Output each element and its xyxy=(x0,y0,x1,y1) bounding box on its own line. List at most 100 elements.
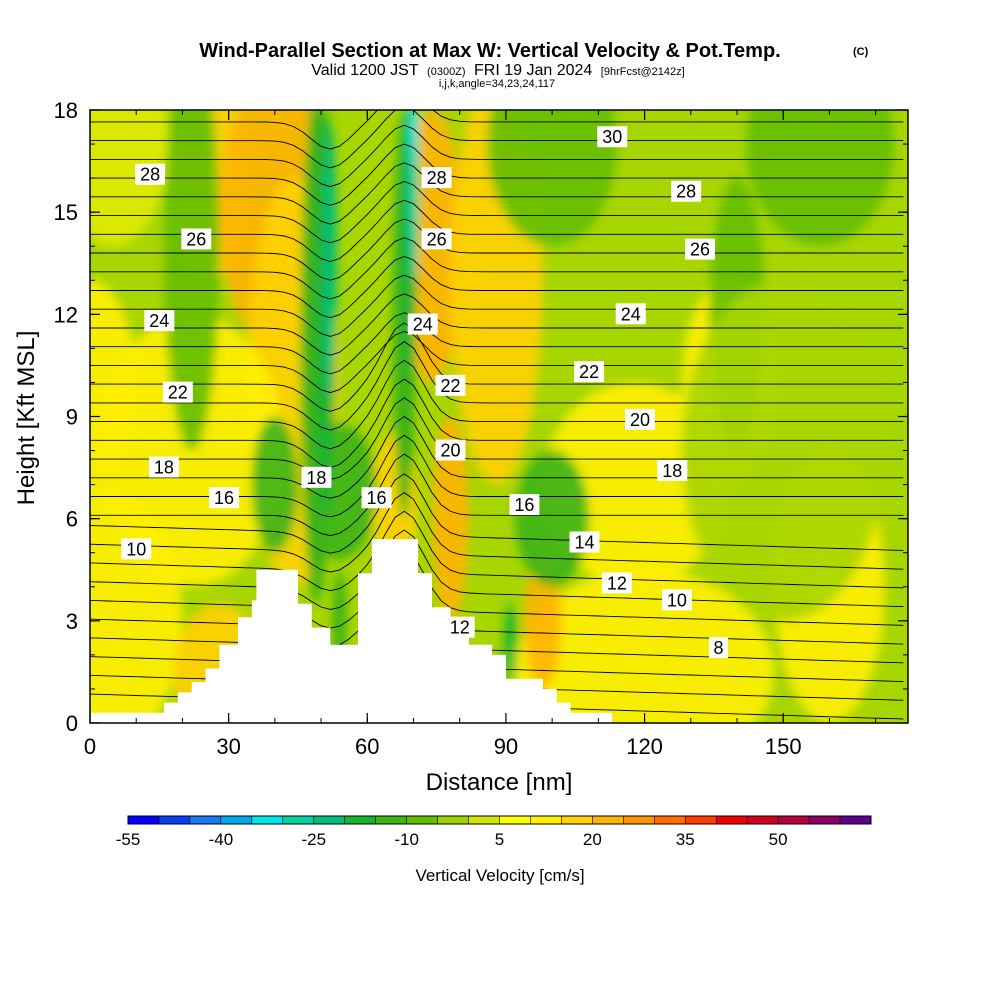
theta-contour xyxy=(90,529,904,610)
theta-contour xyxy=(90,378,904,468)
theta-contour xyxy=(90,585,904,667)
x-tick-label: 60 xyxy=(355,734,379,759)
colorbar-tick-label: 35 xyxy=(676,830,695,849)
y-tick-label: 0 xyxy=(66,711,78,736)
svg-text:28: 28 xyxy=(676,182,696,202)
theta-contour xyxy=(90,359,904,450)
svg-text:16: 16 xyxy=(367,488,387,508)
y-tick-label: 6 xyxy=(66,507,78,532)
svg-text:20: 20 xyxy=(440,441,460,461)
y-tick-label: 3 xyxy=(66,609,78,634)
field-shade xyxy=(515,450,590,587)
terrain xyxy=(90,539,613,723)
field-shade xyxy=(407,110,420,281)
subtitle-fcst: [9hrFcst@2142z] xyxy=(601,66,685,78)
svg-text:28: 28 xyxy=(427,168,447,188)
theta-contour xyxy=(90,322,904,412)
theta-contour xyxy=(90,415,904,499)
svg-text:20: 20 xyxy=(630,410,650,430)
colorbar-swatch xyxy=(809,816,841,824)
colorbar-swatch xyxy=(623,816,655,824)
svg-text:24: 24 xyxy=(413,315,433,335)
x-tick-label: 150 xyxy=(765,734,802,759)
chart-subtitle: Valid 1200 JST (0300Z) FRI 19 Jan 2024 [… xyxy=(311,62,684,79)
colorbar-swatch xyxy=(499,816,531,824)
colorbar-ticks: -55 -40 -25 -10 5 20 35 50 xyxy=(116,830,788,849)
colorbar-tick-label: -55 xyxy=(116,830,141,849)
colorbar-swatch xyxy=(592,816,624,824)
field-shade xyxy=(323,127,337,400)
colorbar-swatch xyxy=(778,816,810,824)
theta-label: 10 xyxy=(121,538,152,560)
svg-text:22: 22 xyxy=(168,383,188,403)
theta-label: 16 xyxy=(509,494,540,516)
theta-contour xyxy=(90,397,904,480)
theta-label: 22 xyxy=(162,381,193,403)
colorbar-tick-label: 5 xyxy=(495,830,504,849)
theta-label: 22 xyxy=(435,374,466,396)
colorbar-tick-label: 50 xyxy=(769,830,788,849)
svg-text:16: 16 xyxy=(514,495,534,515)
y-axis: 0 3 6 9 12 15 18 xyxy=(54,98,908,736)
colorbar-tick-label: -25 xyxy=(301,830,326,849)
theta-contour xyxy=(90,199,904,262)
theta-contour xyxy=(90,181,904,244)
svg-text:12: 12 xyxy=(607,573,627,593)
x-tick-label: 30 xyxy=(216,734,240,759)
colorbar-swatch xyxy=(468,816,500,824)
theta-label: 12 xyxy=(601,572,632,594)
theta-contour xyxy=(90,237,904,300)
theta-contour-labels: 28 26 24 22 18 16 10 30 28 28 26 26 24 24 22 22 20 20 18 18… xyxy=(121,126,729,659)
chart-subtitle-indices: i,j,k,angle=34,23,24,117 xyxy=(439,78,555,90)
theta-contour xyxy=(90,453,904,537)
svg-text:18: 18 xyxy=(662,461,682,481)
theta-contour xyxy=(90,330,904,394)
theta-label: 30 xyxy=(597,126,628,148)
theta-label: 8 xyxy=(709,637,729,659)
colorbar-swatch xyxy=(437,816,470,824)
colorbar-swatch xyxy=(344,816,377,824)
field-shade xyxy=(251,416,298,553)
theta-label: 28 xyxy=(135,163,166,185)
y-tick-label: 9 xyxy=(66,405,78,430)
theta-contour xyxy=(90,274,904,337)
svg-text:28: 28 xyxy=(140,165,160,185)
x-tick-label: 120 xyxy=(626,734,663,759)
theta-label: 14 xyxy=(569,531,600,553)
svg-text:22: 22 xyxy=(579,362,599,382)
theta-label: 10 xyxy=(661,589,692,611)
y-tick-label: 18 xyxy=(54,98,78,123)
theta-contour xyxy=(90,110,904,150)
theta-label: 28 xyxy=(421,167,452,189)
colorbar-swatch xyxy=(313,816,346,824)
theta-contour xyxy=(90,110,904,169)
theta-label: 26 xyxy=(421,228,452,250)
colorbar-tick-label: 20 xyxy=(583,830,602,849)
svg-text:10: 10 xyxy=(126,539,146,559)
theta-label: 28 xyxy=(671,180,702,202)
colorbar-swatch xyxy=(840,816,872,824)
colorbar-swatch xyxy=(716,816,748,824)
colorbar-swatch xyxy=(685,816,717,824)
theta-label: 22 xyxy=(574,361,605,383)
field-shade xyxy=(99,314,285,587)
theta-contour xyxy=(90,143,904,206)
theta-contour xyxy=(90,548,904,629)
svg-text:18: 18 xyxy=(306,468,326,488)
colorbar-swatch xyxy=(530,816,562,824)
y-tick-label: 12 xyxy=(54,302,78,327)
theta-label: 20 xyxy=(435,439,466,461)
theta-contour xyxy=(90,162,904,225)
theta-label: 24 xyxy=(144,310,175,332)
theta-contour xyxy=(90,492,904,573)
colorbar-swatch xyxy=(251,816,284,824)
theta-contour xyxy=(90,566,904,648)
subtitle-date: FRI 19 Jan 2024 xyxy=(474,62,592,79)
theta-contour xyxy=(90,341,904,431)
theta-label: 16 xyxy=(209,487,240,509)
subtitle-utc: (0300Z) xyxy=(427,66,466,78)
theta-label: 12 xyxy=(444,616,475,638)
x-axis-label: Distance [nm] xyxy=(426,769,573,796)
theta-label: 20 xyxy=(624,408,655,430)
